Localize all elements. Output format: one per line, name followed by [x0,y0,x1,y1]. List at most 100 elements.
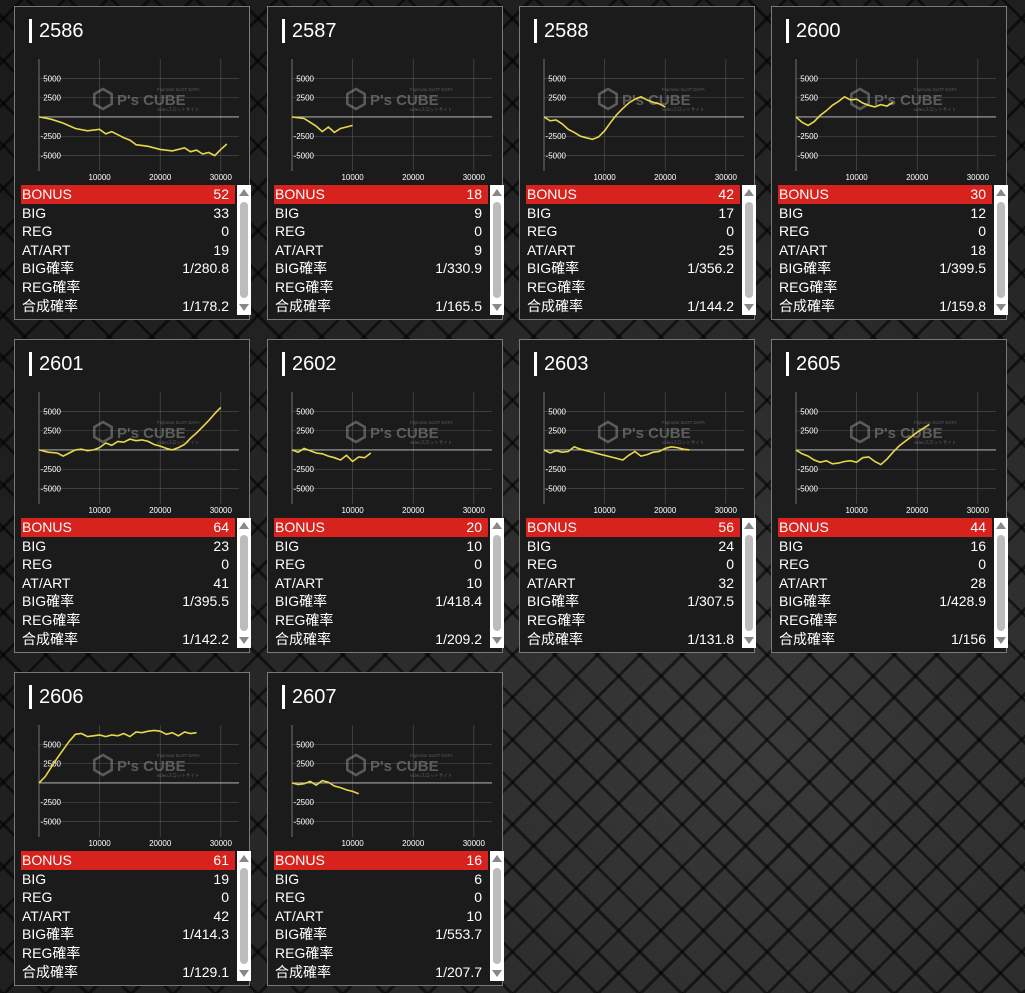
stat-label: BIG [22,537,47,554]
stat-label: BONUS [275,852,325,868]
stats-scrollbar[interactable] [237,851,251,981]
machine-card-2601[interactable]: 2601 P's CUBE Fujimoto SLOT DATA videoスロットサ… [14,339,251,653]
machine-card-2600[interactable]: 2600 P's CUBE Fujimoto SLOT DATA videoスロットサ… [771,6,1008,320]
triangle-down-icon[interactable] [239,304,249,311]
stat-value: 1/399.5 [939,260,986,277]
scrollbar-thumb[interactable] [997,535,1005,631]
machine-card-2588[interactable]: 2588 P's CUBE Fujimoto SLOT DATA videoスロットサ… [519,6,756,320]
triangle-up-icon[interactable] [492,522,502,529]
scrollbar-thumb[interactable] [997,202,1005,298]
stat-value: 1/209.2 [435,630,482,647]
stat-label: REG [22,556,53,573]
stat-label: AT/ART [779,241,828,258]
stats-scrollbar[interactable] [742,185,756,315]
stat-row-big-rate: BIG確率 1/399.5 [778,259,992,278]
machine-card-2603[interactable]: 2603 P's CUBE Fujimoto SLOT DATA videoスロットサ… [519,339,756,653]
triangle-down-icon[interactable] [492,637,502,644]
stats-scrollbar[interactable] [490,851,504,981]
y-tick-label: -5000 [798,485,819,494]
stat-value: 10 [466,537,482,554]
scrollbar-thumb[interactable] [493,868,501,964]
machine-card-2605[interactable]: 2605 P's CUBE Fujimoto SLOT DATA videoスロットサ… [771,339,1008,653]
triangle-down-icon[interactable] [492,304,502,311]
stat-row-bonus: BONUS 20 [274,518,488,537]
machine-card-2602[interactable]: 2602 P's CUBE Fujimoto SLOT DATA videoスロットサ… [267,339,504,653]
scrollbar-thumb[interactable] [493,202,501,298]
scrollbar-thumb[interactable] [745,535,753,631]
stats-scrollbar[interactable] [994,185,1008,315]
stat-row-at-art: AT/ART 10 [274,574,488,593]
triangle-up-icon[interactable] [744,522,754,529]
triangle-up-icon[interactable] [996,522,1006,529]
triangle-up-icon[interactable] [492,855,502,862]
y-tick-label: -2500 [41,465,62,474]
scrollbar-thumb[interactable] [745,202,753,298]
stats-scrollbar[interactable] [237,185,251,315]
triangle-up-icon[interactable] [744,189,754,196]
stat-label: 合成確率 [527,297,583,314]
stats-scrollbar[interactable] [237,518,251,648]
scrollbar-thumb[interactable] [240,202,248,298]
stat-label: BONUS [275,519,325,535]
watermark-brand: P's CUBE [117,758,186,775]
stat-row-big: BIG 24 [526,537,740,556]
stats-scrollbar[interactable] [742,518,756,648]
stat-value: 30 [970,186,986,202]
watermark-brand: P's CUBE [370,758,439,775]
stat-value: 44 [970,519,986,535]
machine-card-2586[interactable]: 2586 P's CUBE Fujimoto SLOT DATA videoスロットサ… [14,6,251,320]
stat-value: 1/418.4 [435,593,482,610]
triangle-up-icon[interactable] [239,522,249,529]
stat-value: 16 [970,537,986,554]
stat-row-at-art: AT/ART 42 [21,907,235,926]
y-tick-label: 2500 [548,94,566,103]
x-tick-label: 10000 [88,506,111,514]
triangle-down-icon[interactable] [239,970,249,977]
triangle-up-icon[interactable] [239,189,249,196]
machine-card-2606[interactable]: 2606 P's CUBE Fujimoto SLOT DATA videoスロットサ… [14,672,251,986]
stat-label: BIG確率 [779,260,832,277]
stat-row-big: BIG 10 [274,537,488,556]
stat-label: 合成確率 [779,297,835,314]
stat-row-big: BIG 16 [778,537,992,556]
machine-card-2587[interactable]: 2587 P's CUBE Fujimoto SLOT DATA videoスロットサ… [267,6,504,320]
triangle-down-icon[interactable] [996,637,1006,644]
triangle-down-icon[interactable] [744,304,754,311]
stat-value: 24 [718,537,734,554]
machine-card-2607[interactable]: 2607 P's CUBE Fujimoto SLOT DATA videoスロットサ… [267,672,504,986]
stat-label: REG確率 [22,944,81,961]
stat-value: 1/553.7 [435,926,482,943]
triangle-down-icon[interactable] [996,304,1006,311]
stat-row-combined-rate: 合成確率 1/156 [778,630,992,649]
stats-scrollbar[interactable] [490,518,504,648]
scrollbar-thumb[interactable] [240,535,248,631]
x-tick-label: 20000 [654,506,677,514]
triangle-up-icon[interactable] [239,855,249,862]
x-tick-label: 30000 [463,173,486,181]
stat-row-reg-rate: REG確率 [21,611,235,630]
stat-value: 41 [213,574,229,591]
triangle-down-icon[interactable] [492,970,502,977]
watermark-small-bottom: videoスロットサイト [662,440,704,446]
stats-scrollbar[interactable] [490,185,504,315]
scrollbar-thumb[interactable] [493,535,501,631]
stat-label: REG [779,556,810,573]
stat-label: BIG確率 [527,593,580,610]
stat-value: 42 [213,907,229,924]
stat-row-big-rate: BIG確率 1/418.4 [274,592,488,611]
triangle-up-icon[interactable] [996,189,1006,196]
stat-label: REG確率 [779,278,838,295]
watermark-small-top: Fujimoto SLOT DATA [410,420,453,425]
watermark-small-bottom: videoスロットサイト [914,107,956,113]
stat-row-at-art: AT/ART 18 [778,241,992,260]
stat-value: 33 [213,204,229,221]
triangle-down-icon[interactable] [239,637,249,644]
stats-scrollbar[interactable] [994,518,1008,648]
stat-value: 28 [970,574,986,591]
scrollbar-thumb[interactable] [240,868,248,964]
triangle-up-icon[interactable] [492,189,502,196]
triangle-down-icon[interactable] [744,637,754,644]
stat-label: BIG [275,204,300,221]
